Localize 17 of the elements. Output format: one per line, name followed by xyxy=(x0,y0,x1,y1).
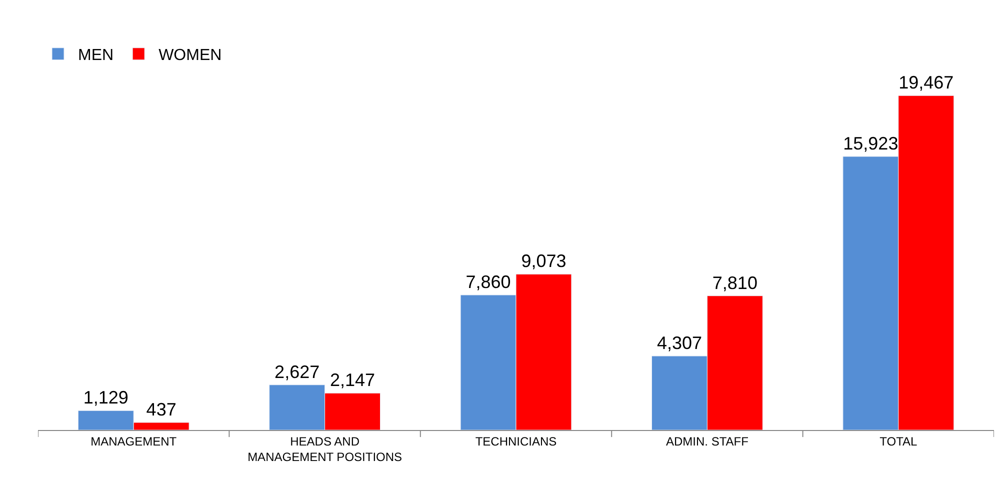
data-label: 7,860 xyxy=(466,272,511,292)
x-tick-label: MANAGEMENT xyxy=(90,434,178,448)
data-label: 19,467 xyxy=(898,72,954,93)
data-label: 9,073 xyxy=(521,251,566,272)
x-tick-label: TOTAL xyxy=(880,434,918,448)
data-label: 2,147 xyxy=(330,370,376,390)
data-label: 7,810 xyxy=(712,272,758,293)
data-label: 15,923 xyxy=(843,133,898,154)
x-tick-label: HEADS AND MANAGEMENT POSITIONS xyxy=(248,434,402,464)
x-tick-label: ADMIN. STAFF xyxy=(666,434,748,448)
legend-label: WOMEN xyxy=(158,47,222,64)
data-label: 4,307 xyxy=(656,333,702,354)
legend-label: MEN xyxy=(78,47,114,64)
data-label: 437 xyxy=(146,399,176,420)
data-label: 1,129 xyxy=(83,388,128,408)
x-tick-label: TECHNICIANS xyxy=(475,434,557,448)
data-label: 2,627 xyxy=(274,362,320,382)
